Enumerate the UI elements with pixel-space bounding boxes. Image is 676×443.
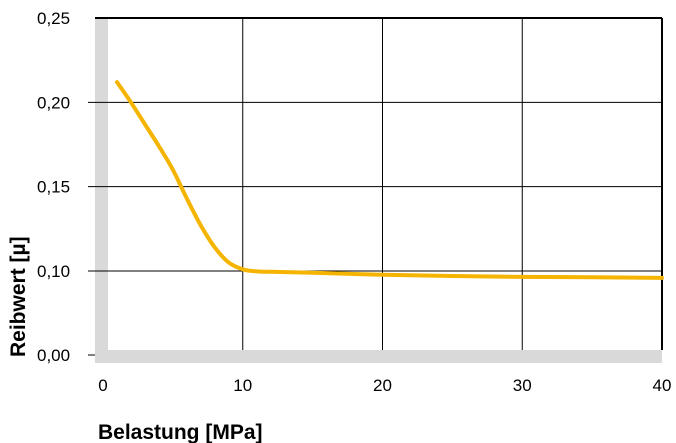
y-tick-label: 0,10	[37, 262, 70, 281]
x-tick-label: 0	[98, 376, 107, 395]
y-tick-label: 0,20	[37, 93, 70, 112]
axis-bands	[95, 18, 662, 363]
x-axis-band	[95, 350, 662, 363]
x-axis-title: Belastung [MPa]	[98, 421, 263, 443]
grid	[88, 17, 663, 356]
x-tick-label: 20	[373, 376, 392, 395]
x-tick-label: 40	[653, 376, 672, 395]
y-axis-title: Reibwert [µ]	[7, 236, 30, 357]
y-tick-label: 0,15	[37, 178, 70, 197]
y-tick-label: 0,25	[37, 9, 70, 28]
series-layer	[115, 80, 664, 280]
x-tick-label: 10	[233, 376, 252, 395]
tick-labels: 0,00 0,10 0,15 0,20 0,25 0 10 20 30 40	[37, 9, 671, 395]
y-tick-label: 0,00	[37, 346, 70, 365]
y-axis-band	[95, 18, 108, 363]
x-tick-label: 30	[513, 376, 532, 395]
series-line-0	[115, 80, 664, 280]
